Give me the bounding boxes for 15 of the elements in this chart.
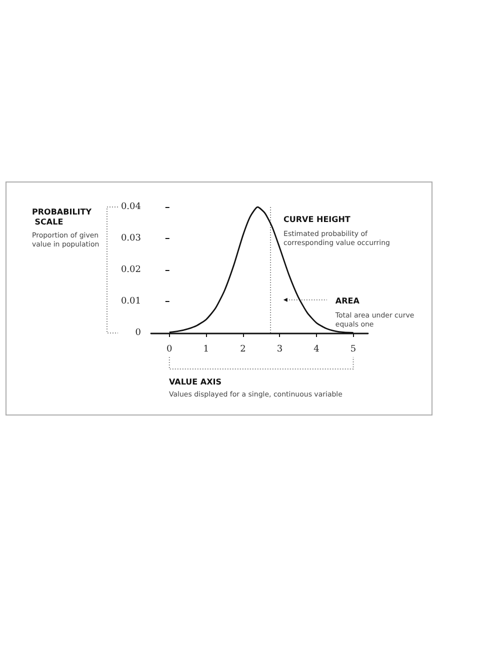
x-axis-title: VALUE AXIS xyxy=(169,378,222,386)
annotation: AREA xyxy=(335,296,360,306)
y-tick-label: 0.04 xyxy=(120,202,142,212)
x-tick-label: 1 xyxy=(203,344,210,354)
x-tick-label: 0 xyxy=(166,344,173,354)
y-tick-label: 0.02 xyxy=(120,265,141,275)
x-tick-label: 3 xyxy=(276,344,283,354)
y-tick-label: 0 xyxy=(135,328,142,338)
y-tick-label: 0.01 xyxy=(120,296,141,306)
y-axis-title: PROBABILITY SCALE xyxy=(32,208,92,226)
x-tick-label: 4 xyxy=(314,344,320,354)
x-tick-label: 5 xyxy=(350,344,356,354)
x-tick-label: 2 xyxy=(240,344,246,354)
annotation: CURVE HEIGHT xyxy=(284,215,351,224)
y-tick-label: 0.03 xyxy=(120,234,142,244)
